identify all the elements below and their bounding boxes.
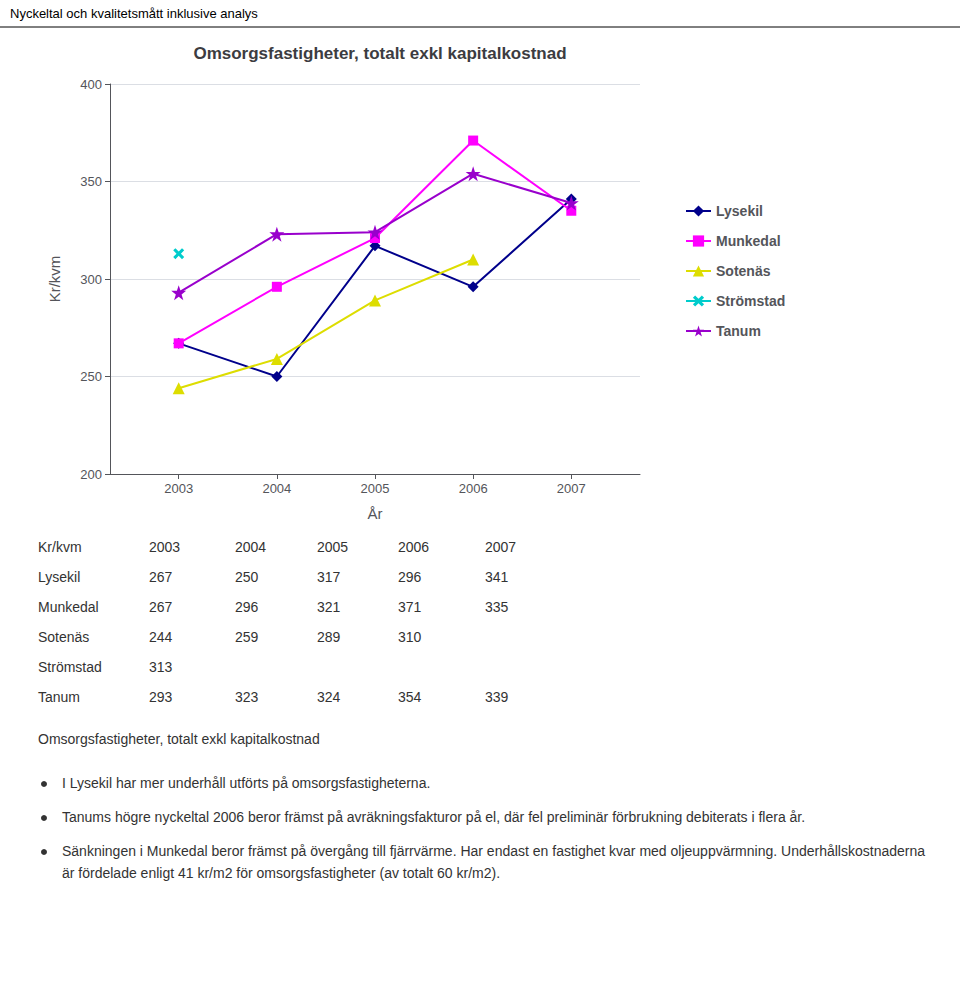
svg-text:400: 400 (80, 77, 102, 92)
svg-text:Sänkningen i Munkedal beror fr: Sänkningen i Munkedal beror främst på öv… (62, 843, 925, 859)
svg-text:Tanum: Tanum (716, 323, 761, 339)
svg-text:341: 341 (485, 569, 509, 585)
svg-text:Munkedal: Munkedal (38, 599, 99, 615)
svg-text:2006: 2006 (398, 539, 429, 555)
svg-text:2004: 2004 (262, 481, 291, 496)
svg-text:250: 250 (80, 369, 102, 384)
svg-text:2003: 2003 (149, 539, 180, 555)
svg-text:Sotenäs: Sotenäs (38, 629, 89, 645)
svg-text:317: 317 (317, 569, 341, 585)
svg-text:310: 310 (398, 629, 422, 645)
svg-text:267: 267 (149, 599, 173, 615)
svg-text:267: 267 (149, 569, 173, 585)
svg-text:293: 293 (149, 689, 173, 705)
svg-text:289: 289 (317, 629, 341, 645)
svg-text:2004: 2004 (235, 539, 266, 555)
svg-text:350: 350 (80, 174, 102, 189)
svg-text:2007: 2007 (485, 539, 516, 555)
svg-text:Kr/kvm: Kr/kvm (46, 256, 63, 303)
svg-text:335: 335 (485, 599, 509, 615)
svg-text:250: 250 (235, 569, 259, 585)
svg-text:Lysekil: Lysekil (38, 569, 80, 585)
svg-text:300: 300 (80, 272, 102, 287)
svg-text:I Lysekil har mer underhåll ut: I Lysekil har mer underhåll utförts på o… (62, 775, 430, 791)
svg-text:2005: 2005 (361, 481, 390, 496)
svg-text:2007: 2007 (557, 481, 586, 496)
svg-text:2003: 2003 (164, 481, 193, 496)
svg-text:244: 244 (149, 629, 173, 645)
svg-text:Nyckeltal och kvalitetsmått in: Nyckeltal och kvalitetsmått inklusive an… (10, 6, 258, 21)
svg-text:323: 323 (235, 689, 259, 705)
svg-text:2005: 2005 (317, 539, 348, 555)
svg-text:2006: 2006 (459, 481, 488, 496)
svg-text:313: 313 (149, 659, 173, 675)
svg-text:354: 354 (398, 689, 422, 705)
svg-text:är fördelade enligt 41 kr/m2 f: är fördelade enligt 41 kr/m2 för omsorgs… (62, 865, 500, 881)
svg-text:296: 296 (398, 569, 422, 585)
svg-text:Kr/kvm: Kr/kvm (38, 539, 82, 555)
svg-text:Lysekil: Lysekil (716, 203, 763, 219)
svg-text:Strömstad: Strömstad (38, 659, 102, 675)
svg-text:År: År (368, 505, 383, 522)
svg-text:Strömstad: Strömstad (716, 293, 785, 309)
svg-text:324: 324 (317, 689, 341, 705)
svg-text:Omsorgsfastigheter, totalt exk: Omsorgsfastigheter, totalt exkl kapitalk… (193, 44, 566, 63)
svg-text:296: 296 (235, 599, 259, 615)
svg-text:259: 259 (235, 629, 259, 645)
svg-text:Omsorgsfastigheter, totalt exk: Omsorgsfastigheter, totalt exkl kapitalk… (38, 731, 320, 747)
svg-text:371: 371 (398, 599, 422, 615)
svg-text:Sotenäs: Sotenäs (716, 263, 771, 279)
svg-text:Tanums högre nyckeltal 2006 be: Tanums högre nyckeltal 2006 beror främst… (62, 809, 805, 825)
svg-text:321: 321 (317, 599, 341, 615)
svg-text:200: 200 (80, 467, 102, 482)
svg-text:Munkedal: Munkedal (716, 233, 781, 249)
svg-text:Tanum: Tanum (38, 689, 80, 705)
svg-text:339: 339 (485, 689, 509, 705)
